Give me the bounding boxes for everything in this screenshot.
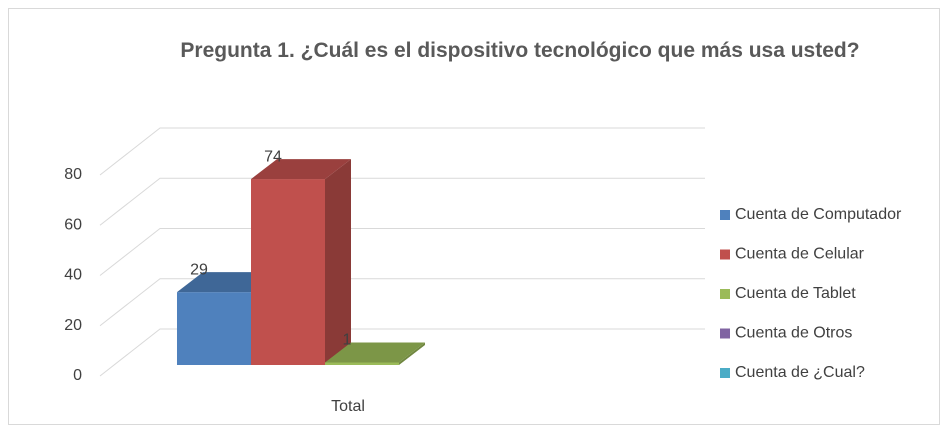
bar-front bbox=[324, 362, 400, 365]
grid-line bbox=[99, 127, 705, 176]
chart-border bbox=[8, 8, 940, 425]
y-tick-label: 0 bbox=[73, 367, 82, 384]
legend-swatch bbox=[720, 249, 730, 260]
data-label: 29 bbox=[190, 261, 208, 278]
legend-label: Cuenta de Computador bbox=[735, 206, 902, 223]
legend-label: Cuenta de Otros bbox=[735, 325, 852, 342]
legend-swatch bbox=[720, 289, 730, 299]
y-tick-label: 80 bbox=[64, 166, 82, 183]
bar-top bbox=[324, 342, 426, 363]
grid-line bbox=[99, 177, 705, 226]
bar-top bbox=[250, 159, 351, 180]
grid-line bbox=[99, 328, 705, 377]
grid-line bbox=[99, 278, 705, 327]
legend-swatch bbox=[720, 210, 730, 220]
y-tick-label: 60 bbox=[64, 216, 82, 233]
bar-front bbox=[176, 292, 251, 365]
x-tick-label: Total bbox=[331, 398, 365, 415]
legend-label: Cuenta de Tablet bbox=[735, 285, 856, 302]
bar-front bbox=[250, 179, 325, 365]
chart-title: Pregunta 1. ¿Cuál es el dispositivo tecn… bbox=[180, 39, 860, 62]
data-label: 1 bbox=[343, 332, 352, 349]
y-tick-label: 20 bbox=[64, 317, 82, 334]
legend-label: Cuenta de Celular bbox=[735, 246, 865, 263]
data-label: 74 bbox=[264, 148, 282, 165]
bar-side bbox=[399, 342, 426, 365]
y-tick-label: 40 bbox=[64, 267, 82, 284]
legend-label: Cuenta de ¿Cual? bbox=[735, 364, 865, 381]
legend-swatch bbox=[720, 328, 730, 339]
bar-side bbox=[324, 159, 351, 365]
grid-line bbox=[99, 228, 705, 276]
legend-swatch bbox=[720, 368, 730, 378]
